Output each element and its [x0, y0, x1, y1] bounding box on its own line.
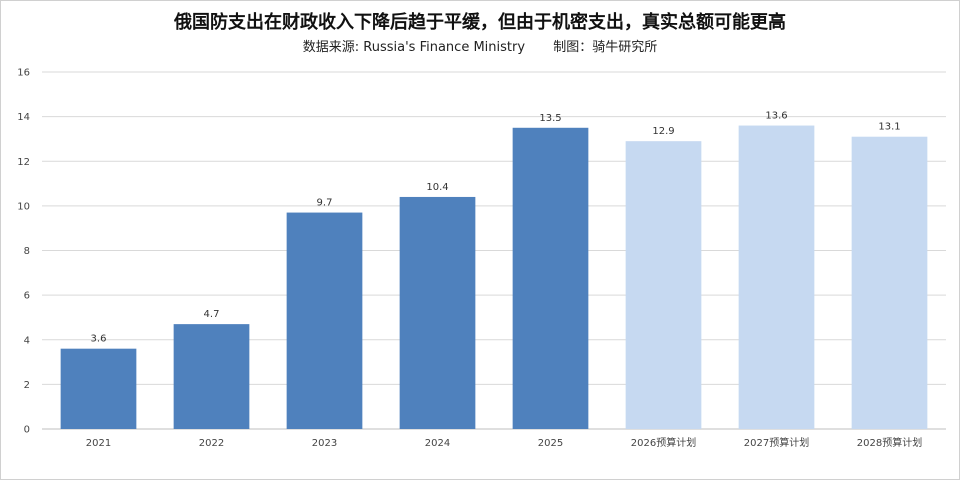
bar-2027预算计划	[738, 125, 815, 430]
bar-2022	[173, 324, 250, 429]
x-tick-label: 2023	[312, 438, 337, 449]
bar-2026预算计划	[625, 141, 702, 429]
y-tick-label: 2	[24, 380, 30, 391]
data-label: 9.7	[317, 198, 333, 209]
x-tick-label: 2026预算计划	[631, 436, 696, 449]
y-tick-label: 0	[24, 425, 30, 436]
y-tick-label: 6	[24, 291, 30, 302]
bar-2028预算计划	[851, 136, 928, 430]
data-label: 3.6	[91, 334, 107, 345]
bar-2024	[399, 196, 476, 429]
y-tick-label: 10	[17, 201, 30, 212]
bar-2025	[512, 127, 589, 429]
data-label: 13.6	[765, 111, 787, 122]
x-tick-label: 2025	[538, 438, 563, 449]
data-label: 10.4	[426, 182, 448, 193]
x-tick-label: 2021	[86, 438, 111, 449]
x-tick-label: 2024	[425, 438, 450, 449]
bar-2021	[60, 348, 137, 429]
y-tick-label: 4	[24, 335, 30, 346]
y-tick-label: 12	[17, 157, 30, 168]
x-tick-label: 2022	[199, 438, 224, 449]
y-tick-label: 16	[17, 68, 30, 79]
x-tick-label: 2028预算计划	[857, 436, 922, 449]
author-note: 制图：骑牛研究所	[553, 40, 658, 55]
x-tick-label: 2027预算计划	[744, 436, 809, 449]
chart-subtitle: 数据来源: Russia's Finance Ministry 制图：骑牛研究所	[0, 36, 960, 55]
data-label: 4.7	[204, 309, 220, 320]
y-axis-ticks: 0 2 4 6 8 10 12 14 16	[17, 68, 30, 436]
data-label: 12.9	[652, 126, 674, 137]
source-note: 数据来源: Russia's Finance Ministry	[302, 40, 526, 55]
bar-2023	[286, 212, 363, 429]
data-label: 13.5	[539, 113, 561, 124]
bars: 3.6 4.7 9.7 10.4 13.5 12.9 13.6 13.1	[60, 111, 928, 430]
x-axis-ticks: 2021 2022 2023 2024 2025 2026预算计划 2027预算计划 2028…	[86, 436, 922, 449]
chart-title: 俄国防支出在财政收入下降后趋于平缓，但由于机密支出，真实总额可能更高	[174, 12, 786, 33]
data-label: 13.1	[878, 122, 900, 133]
y-tick-label: 8	[24, 246, 30, 257]
y-tick-label: 14	[17, 112, 30, 123]
